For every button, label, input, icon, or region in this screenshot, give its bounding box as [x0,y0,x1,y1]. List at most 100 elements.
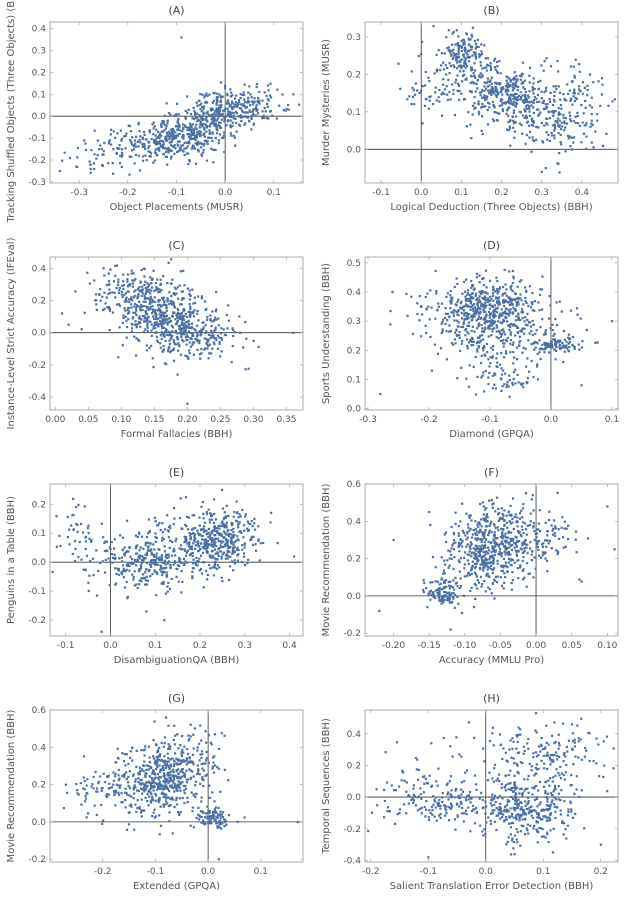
data-point [493,105,496,108]
data-point [246,562,249,565]
data-point [456,319,459,322]
data-point [484,525,488,528]
data-point [533,139,536,143]
data-point [512,377,515,381]
data-point [459,302,463,305]
data-point [238,513,241,516]
data-point [462,309,466,312]
data-point [502,587,505,590]
data-point [183,124,186,127]
data-point [139,567,143,570]
x-axis-title: Logical Deduction (Three Objects) (BBH) [390,202,592,213]
data-point [152,366,155,369]
data-point [559,347,562,350]
data-point [508,546,511,549]
data-point [176,307,179,310]
data-point [178,547,181,550]
data-point [229,126,232,129]
data-point [518,122,521,125]
data-point [501,542,504,546]
data-point [182,133,185,137]
data-point [479,530,482,533]
data-point [458,586,462,590]
data-point [189,124,192,127]
data-point [449,53,452,56]
data-point [190,532,193,536]
data-point [129,555,132,559]
data-point [154,331,157,334]
data-point [522,532,525,535]
data-point [520,132,524,135]
data-point [229,132,232,135]
data-point [493,316,496,319]
data-point [508,309,511,312]
data-point [487,382,490,386]
data-point [517,529,520,533]
data-point [195,335,199,338]
data-point [477,102,480,105]
data-point [445,73,448,76]
data-point [509,144,512,147]
data-point [232,112,235,115]
data-point [500,555,503,558]
data-point [125,336,128,339]
data-point [573,136,576,139]
data-point [197,544,200,548]
data-point [184,336,188,339]
data-point [571,103,574,106]
data-point [504,546,507,549]
data-point [519,97,523,100]
data-point [61,159,64,162]
data-point [95,157,98,160]
data-point [466,331,469,334]
data-point [132,145,135,148]
data-point [185,324,188,327]
data-point [464,304,467,308]
data-point [148,302,152,305]
data-point [488,299,492,303]
data-point [215,526,219,530]
data-point [120,293,123,296]
data-point [213,117,216,120]
data-point [105,540,109,543]
data-point [580,103,583,107]
data-point [515,545,518,548]
data-point [476,348,479,351]
data-point [124,147,127,150]
data-point [153,125,156,128]
data-point [443,585,446,589]
data-point [509,342,512,345]
data-point [568,111,571,114]
data-point [89,559,92,563]
data-point [244,513,247,516]
data-point [179,313,182,316]
data-point [148,346,151,350]
data-point [461,292,464,295]
data-point [500,329,504,332]
data-point [446,559,449,562]
data-point [507,301,510,304]
data-point [176,373,179,376]
data-point [521,521,525,524]
data-point [511,343,514,346]
data-point [76,523,79,527]
data-point [208,132,211,136]
data-point [538,530,542,533]
data-point [553,100,556,103]
data-point [178,132,181,136]
data-point [457,46,461,49]
data-point [135,305,139,308]
data-point [496,526,499,529]
data-point [214,328,217,331]
data-point [84,148,88,152]
data-point [436,69,439,72]
data-point [132,578,135,581]
data-point [213,543,216,546]
data-point [165,135,168,139]
y-tick-label: 0.3 [347,33,361,43]
data-point [267,99,270,102]
data-point [553,332,556,335]
data-point [112,148,115,151]
data-point [445,358,449,361]
data-point [535,125,538,129]
